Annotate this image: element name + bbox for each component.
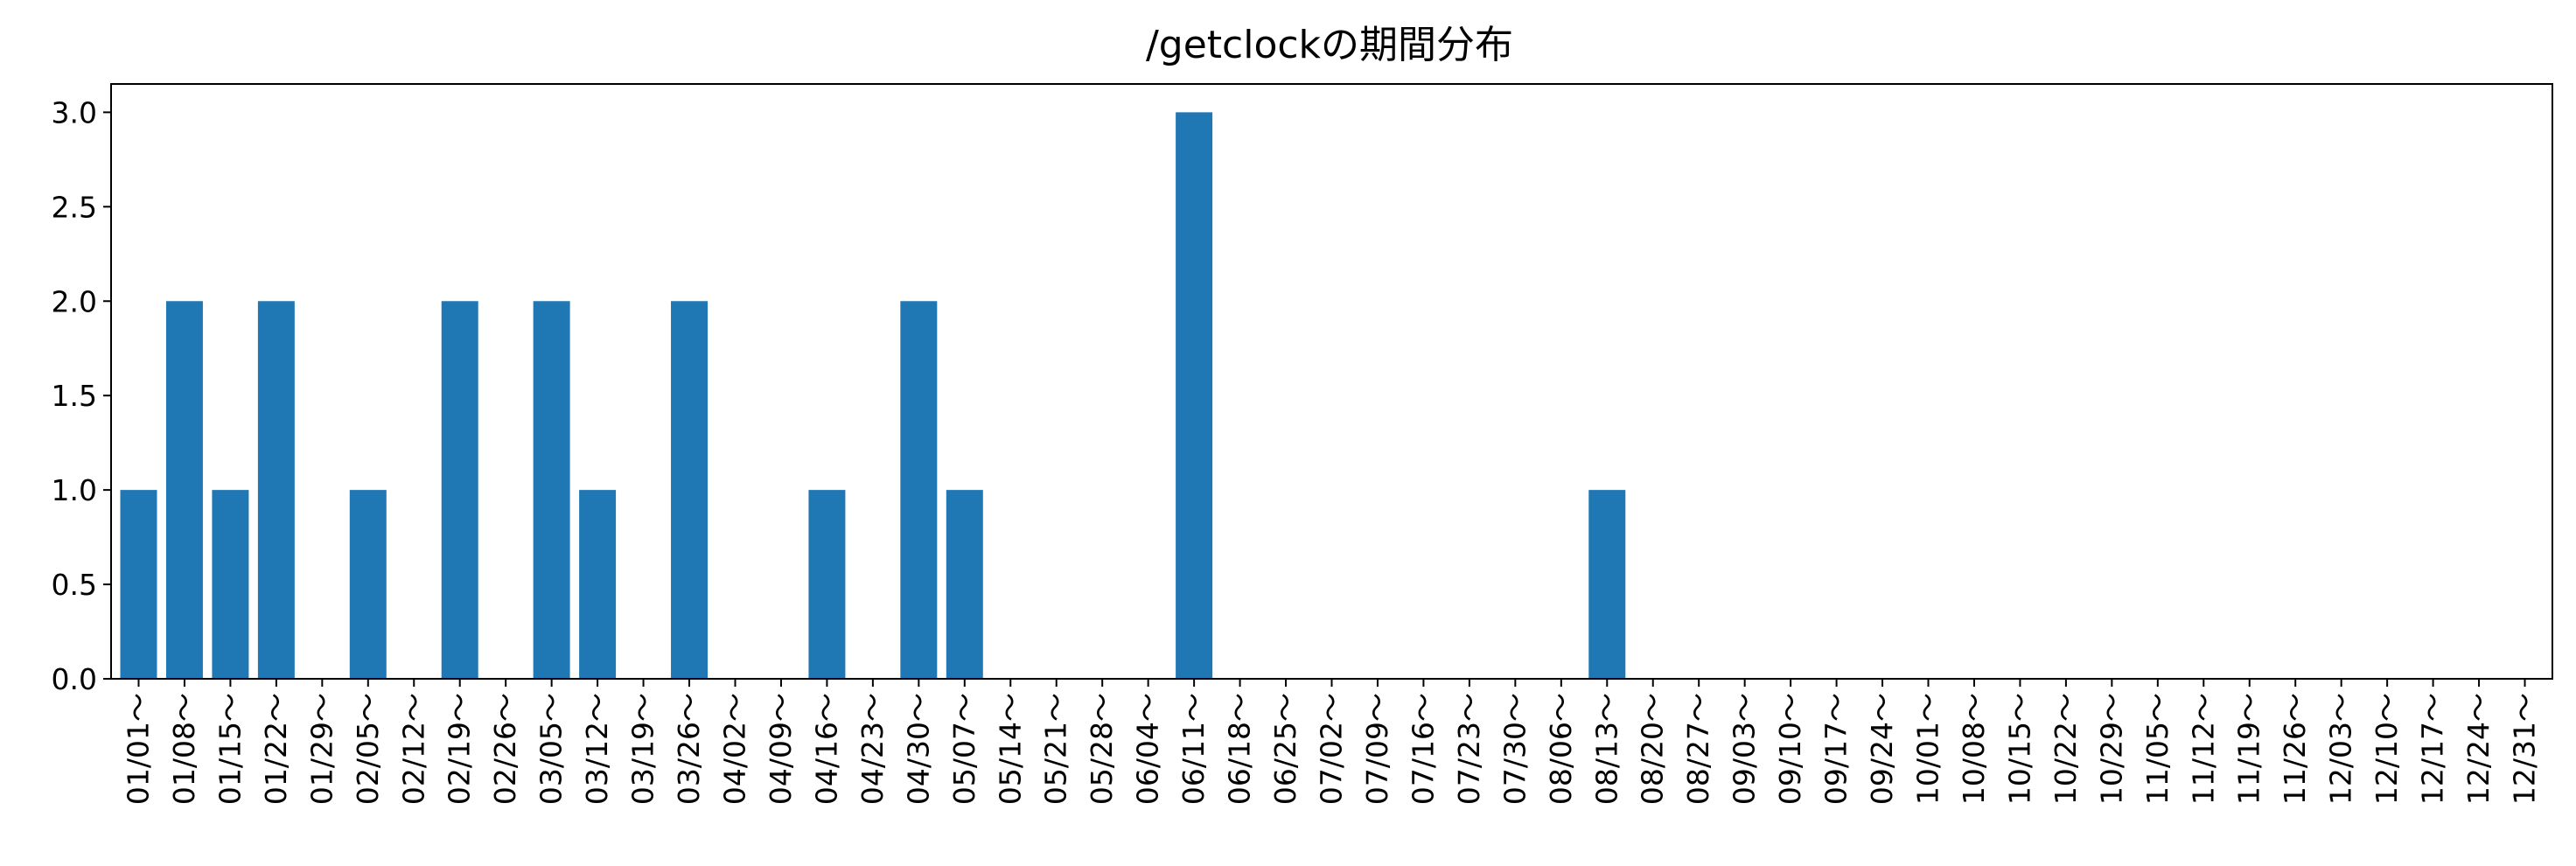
x-tick-label: 08/27～ bbox=[1681, 693, 1715, 805]
x-tick-label: 12/31～ bbox=[2508, 693, 2542, 805]
x-tick-label: 11/05～ bbox=[2140, 693, 2175, 805]
x-tick-label: 01/29～ bbox=[304, 693, 339, 805]
bar-32 bbox=[1588, 490, 1626, 679]
x-tick-label: 10/08～ bbox=[1957, 693, 1991, 805]
x-tick-label: 05/28～ bbox=[1085, 693, 1119, 805]
x-tick-label: 09/24～ bbox=[1865, 693, 1899, 805]
y-tick-label: 3.0 bbox=[52, 95, 97, 129]
chart-title: /getclockの期間分布 bbox=[1146, 23, 1513, 67]
x-tick-label: 12/10～ bbox=[2370, 693, 2404, 805]
bar-5 bbox=[349, 490, 387, 679]
x-tick-label: 02/12～ bbox=[396, 693, 430, 805]
bar-18 bbox=[946, 490, 983, 679]
y-tick-label: 2.5 bbox=[52, 190, 97, 224]
x-tick-label: 09/03～ bbox=[1728, 693, 1762, 805]
x-tick-label: 06/18～ bbox=[1223, 693, 1257, 805]
x-tick-label: 12/03～ bbox=[2324, 693, 2358, 805]
bar-1 bbox=[165, 301, 203, 679]
x-tick-label: 07/09～ bbox=[1360, 693, 1394, 805]
x-tick-label: 03/26～ bbox=[672, 693, 706, 805]
x-tick-label: 04/02～ bbox=[717, 693, 751, 805]
y-tick-label: 1.0 bbox=[52, 473, 97, 507]
x-tick-label: 07/23～ bbox=[1452, 693, 1486, 805]
bar-12 bbox=[671, 301, 709, 679]
x-tick-label: 02/05～ bbox=[351, 693, 385, 805]
x-tick-label: 08/20～ bbox=[1636, 693, 1670, 805]
x-tick-label: 02/19～ bbox=[443, 693, 477, 805]
x-tick-label: 11/12～ bbox=[2186, 693, 2220, 805]
y-tick-label: 0.5 bbox=[52, 568, 97, 602]
bar-23 bbox=[1176, 112, 1213, 679]
x-tick-label: 06/11～ bbox=[1176, 693, 1211, 805]
x-tick-label: 10/22～ bbox=[2049, 693, 2083, 805]
x-tick-label: 04/23～ bbox=[855, 693, 890, 805]
x-tick-label: 10/29～ bbox=[2094, 693, 2128, 805]
bars-group bbox=[120, 112, 1626, 679]
x-tick-label: 11/19～ bbox=[2232, 693, 2266, 805]
x-tick-label: 07/30～ bbox=[1497, 693, 1532, 805]
x-tick-label: 05/07～ bbox=[947, 693, 981, 805]
x-tick-label: 01/08～ bbox=[167, 693, 201, 805]
y-tick-label: 1.5 bbox=[52, 379, 97, 413]
x-tick-label: 07/02～ bbox=[1315, 693, 1349, 805]
y-tick-label: 2.0 bbox=[52, 284, 97, 318]
bar-2 bbox=[212, 490, 249, 679]
x-tick-label: 07/16～ bbox=[1406, 693, 1440, 805]
bar-15 bbox=[808, 490, 846, 679]
x-axis: 01/01～ 01/08～ 01/15～ 01/22～ 01/29～ 02/05～ 02/1… bbox=[121, 679, 2542, 805]
x-tick-label: 08/13～ bbox=[1589, 693, 1623, 805]
x-tick-label: 08/06～ bbox=[1544, 693, 1578, 805]
bar-10 bbox=[579, 490, 617, 679]
bar-7 bbox=[441, 301, 478, 679]
x-tick-label: 10/15～ bbox=[2002, 693, 2036, 805]
x-tick-label: 03/19～ bbox=[626, 693, 660, 805]
x-tick-label: 03/05～ bbox=[534, 693, 569, 805]
x-tick-label: 01/15～ bbox=[213, 693, 247, 805]
x-tick-label: 04/16～ bbox=[809, 693, 843, 805]
y-axis: 0.0 0.5 1.0 1.5 2.0 2.5 3.0 bbox=[52, 95, 111, 696]
plot-frame bbox=[110, 83, 2553, 680]
x-tick-label: 01/01～ bbox=[121, 693, 155, 805]
bar-17 bbox=[900, 301, 938, 679]
x-tick-label: 06/04～ bbox=[1131, 693, 1165, 805]
bar-0 bbox=[120, 490, 157, 679]
x-tick-label: 03/12～ bbox=[580, 693, 614, 805]
x-tick-label: 09/17～ bbox=[1819, 693, 1853, 805]
x-tick-label: 09/10～ bbox=[1773, 693, 1807, 805]
bar-3 bbox=[257, 301, 295, 679]
x-tick-label: 01/22～ bbox=[259, 693, 293, 805]
x-tick-label: 04/09～ bbox=[764, 693, 798, 805]
x-tick-label: 12/24～ bbox=[2461, 693, 2496, 805]
bar-9 bbox=[533, 301, 570, 679]
x-tick-label: 05/14～ bbox=[993, 693, 1027, 805]
x-tick-label: 11/26～ bbox=[2278, 693, 2312, 805]
x-tick-label: 12/17～ bbox=[2416, 693, 2450, 805]
y-tick-label: 0.0 bbox=[52, 662, 97, 696]
x-tick-label: 02/26～ bbox=[488, 693, 522, 805]
x-tick-label: 04/30～ bbox=[901, 693, 935, 805]
x-tick-label: 05/21～ bbox=[1039, 693, 1073, 805]
x-tick-label: 06/25～ bbox=[1268, 693, 1302, 805]
x-tick-label: 10/01～ bbox=[1911, 693, 1945, 805]
